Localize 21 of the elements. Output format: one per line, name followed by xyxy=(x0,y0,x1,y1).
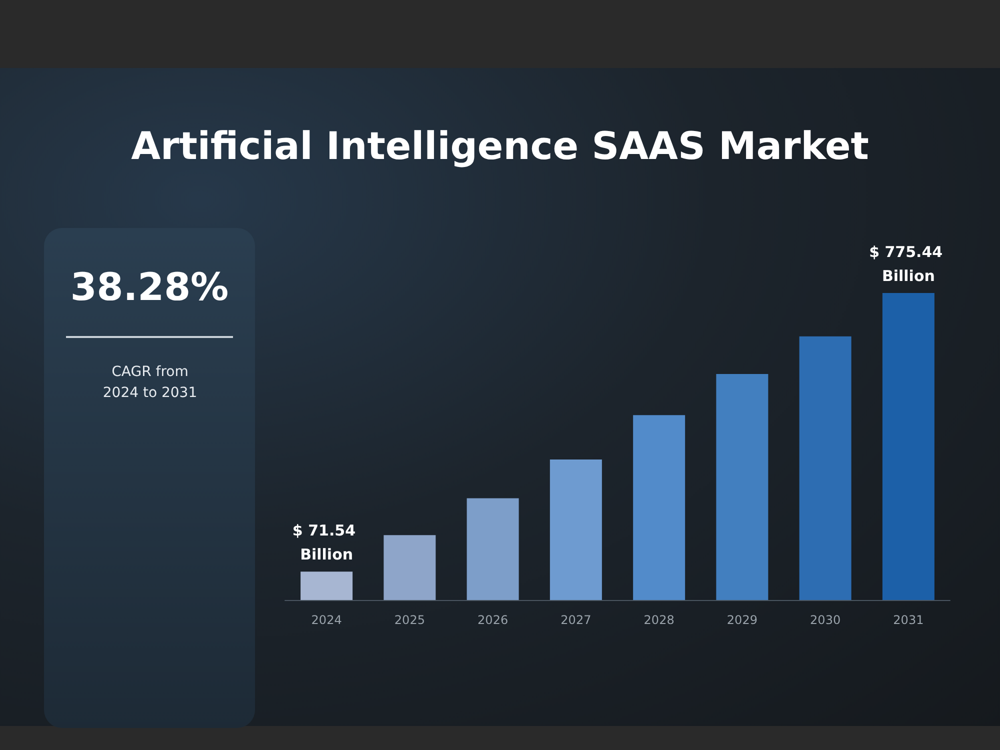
x-tick-label: 2028 xyxy=(644,613,674,627)
data-label: $ 775.44 Billion xyxy=(869,243,948,285)
text: CAGR from 2024 to 2031 xyxy=(102,363,198,403)
bar xyxy=(882,293,934,600)
x-tick-label: 2031 xyxy=(893,613,924,627)
bar xyxy=(300,572,353,600)
x-tick-label: 2027 xyxy=(560,613,592,627)
bar xyxy=(550,459,602,600)
chart-title: Artificial Intelligence SAAS Market xyxy=(131,124,869,168)
x-tick-label: 2026 xyxy=(478,613,508,627)
x-tick-label: 2024 xyxy=(311,613,342,627)
bar xyxy=(466,498,519,600)
text: 38.28% xyxy=(69,265,230,309)
x-tick-label: 2030 xyxy=(810,613,841,627)
x-tick-label: 2029 xyxy=(726,613,758,627)
bar xyxy=(633,415,686,600)
x-tick-label: 2025 xyxy=(394,613,425,627)
data-label: $ 71.54 Billion xyxy=(292,522,361,564)
bar xyxy=(716,374,768,600)
bar xyxy=(799,336,852,600)
bar xyxy=(384,535,436,600)
